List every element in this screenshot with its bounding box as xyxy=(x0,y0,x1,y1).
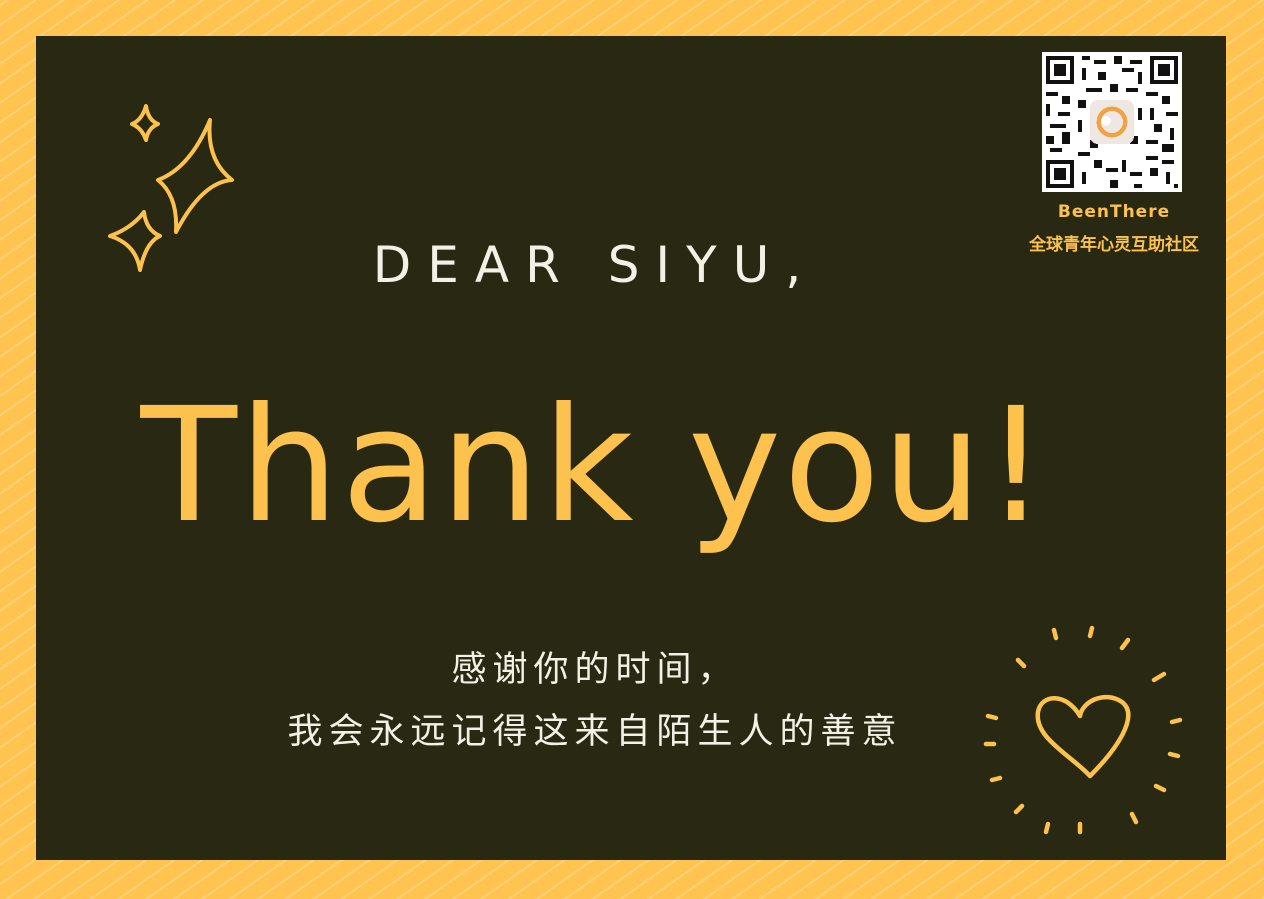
sparkle-medium xyxy=(108,210,162,272)
heart-icon xyxy=(983,625,1183,835)
brand-name: BeenThere xyxy=(1057,202,1171,222)
heart-shape xyxy=(1035,694,1131,779)
qr-code[interactable] xyxy=(1042,52,1182,192)
brand-tagline: 全球青年心灵互助社区 xyxy=(1029,235,1199,255)
message-line-1: 感谢你的时间， xyxy=(451,650,739,690)
greeting: DEAR SIYU, xyxy=(372,236,818,294)
thank-you-card: DEAR SIYU, Thank you! 感谢你的时间， 我会永远记得这来自陌… xyxy=(36,36,1226,860)
message-line-2: 我会永远记得这来自陌生人的善意 xyxy=(287,712,903,752)
sparkle-large xyxy=(156,118,234,234)
headline: Thank you! xyxy=(140,374,1050,558)
sparkle-small xyxy=(130,104,160,142)
sparkle-icon xyxy=(108,104,234,272)
